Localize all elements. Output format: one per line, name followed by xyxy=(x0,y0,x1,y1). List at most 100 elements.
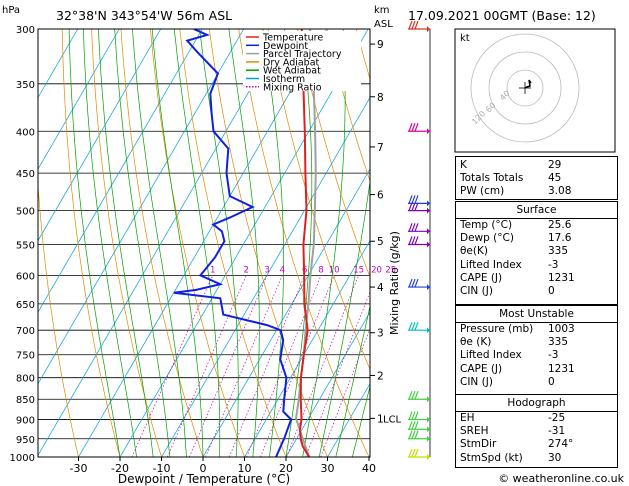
wet-adiabat-line xyxy=(68,29,121,457)
index-label: StmSpd (kt) xyxy=(460,451,523,464)
barb-flag xyxy=(411,448,416,458)
mixing-ratio-axis-title: Mixing Ratio (g/kg) xyxy=(388,231,401,335)
wind-barb xyxy=(408,195,430,207)
barb-flag xyxy=(408,278,413,288)
wind-barb xyxy=(408,20,430,32)
barb-flag xyxy=(408,421,413,430)
barb-flag xyxy=(408,411,413,420)
barb-flag xyxy=(411,421,416,430)
pressure-tick-label: 900 xyxy=(16,416,35,427)
barb-tip xyxy=(427,26,430,32)
barb-flag xyxy=(408,20,413,30)
index-label: CAPE (J) xyxy=(460,362,503,375)
surface-row: CAPE (J) 1231 xyxy=(460,272,613,285)
barb-tip xyxy=(427,327,430,334)
x-tick-label: 0 xyxy=(200,462,207,475)
barb-flag xyxy=(414,123,419,132)
legend-label: Isotherm xyxy=(263,74,305,85)
index-label: K xyxy=(460,159,467,171)
hodograph-box: Hodograph EH -25 SREH -31 StmDir 274° StmSpd (k… xyxy=(455,394,618,468)
index-value: 30 xyxy=(548,451,562,464)
pressure-tick-label: 500 xyxy=(16,207,35,218)
hodograph-trace xyxy=(524,79,532,89)
hodograph-ring xyxy=(470,33,580,143)
surface-row: Temp (°C) 25.6 xyxy=(460,219,613,232)
surface-row: θe(K) 335 xyxy=(460,245,613,258)
index-value: 1231 xyxy=(548,271,575,284)
legend-bg xyxy=(243,31,361,91)
isotherm-line xyxy=(161,96,370,457)
mixing-ratio-line xyxy=(320,327,370,457)
x-tick-label: -10 xyxy=(153,462,171,475)
km-tick-label: 7 xyxy=(377,142,384,154)
x-tick-label: 20 xyxy=(279,462,293,475)
barb-flag xyxy=(411,123,416,132)
x-tick-label: 30 xyxy=(321,462,335,475)
barb-tip xyxy=(427,396,430,403)
index-value: 1231 xyxy=(548,362,575,375)
legend-label: Parcel Trajectory xyxy=(263,49,342,60)
pressure-tick-label: 1000 xyxy=(10,453,35,464)
most-unstable-row: Lifted Index -3 xyxy=(460,349,613,362)
pressure-tick-label: 850 xyxy=(16,395,35,406)
pressure-tick-label: 450 xyxy=(16,169,35,180)
index-label: Lifted Index xyxy=(460,349,522,362)
barb-flag xyxy=(414,391,419,400)
top-index-row: PW (cm) 3.08 xyxy=(460,185,613,198)
mixing-ratio-label: 10 xyxy=(329,265,340,275)
wet-adiabat-line xyxy=(83,29,137,457)
wind-barb xyxy=(408,430,430,442)
hodograph-unit: kt xyxy=(460,33,470,44)
index-value: 0 xyxy=(548,285,555,297)
pressure-tick-label: 650 xyxy=(16,300,35,311)
km-tick-label: 9 xyxy=(377,39,384,51)
barb-flag xyxy=(411,195,416,204)
mixing-ratio-line xyxy=(167,275,247,457)
index-label: CIN (J) xyxy=(460,375,493,388)
dry-adiabat-line xyxy=(208,29,328,457)
legend-label: Mixing Ratio xyxy=(263,82,322,93)
pressure-tick-label: 400 xyxy=(16,127,35,138)
index-value: 335 xyxy=(548,336,569,349)
barb-flag xyxy=(411,321,416,331)
pressure-tick-label: 300 xyxy=(16,25,35,36)
mixing-ratio-line xyxy=(286,275,359,457)
wind-barb xyxy=(408,202,430,214)
barb-tip xyxy=(427,426,430,433)
barb-tip xyxy=(427,416,430,423)
wet-adiabat-line xyxy=(199,29,239,457)
barb-flag xyxy=(411,430,416,439)
barb-tip xyxy=(427,284,430,291)
dry-adiabat-line xyxy=(150,29,245,457)
mixing-ratio-line xyxy=(205,275,283,457)
barb-flag xyxy=(414,195,419,204)
mixing-ratio-label: 25 xyxy=(385,265,396,275)
isotherm-line xyxy=(38,29,79,99)
isotherm-line xyxy=(38,29,120,170)
pressure-tick-label: 700 xyxy=(16,326,35,337)
dry-adiabat-line xyxy=(297,29,370,279)
barb-flag xyxy=(411,236,416,245)
mixing-ratio-line xyxy=(131,275,214,457)
barb-flag xyxy=(408,321,413,331)
dry-adiabat-line xyxy=(179,29,287,457)
barb-flag xyxy=(414,448,419,458)
index-value: 335 xyxy=(548,245,569,258)
index-value: 1003 xyxy=(548,323,575,335)
barb-tip xyxy=(427,128,430,135)
pressure-tick-label: 800 xyxy=(16,374,35,385)
footer-credit: © weatheronline.co.uk xyxy=(498,472,624,485)
index-label: Dewp (°C) xyxy=(460,232,514,245)
isotherm-line xyxy=(285,311,370,457)
hodograph-index-row: StmDir 274° xyxy=(460,438,613,451)
barb-flag xyxy=(408,448,413,458)
dry-adiabat-line xyxy=(91,29,162,457)
wind-barb xyxy=(408,236,430,248)
barb-flag xyxy=(411,223,416,232)
hpa-label: hPa xyxy=(2,5,20,16)
top-index-row: Totals Totals 45 xyxy=(460,172,613,185)
wind-barb xyxy=(408,411,430,423)
divider xyxy=(456,411,617,412)
km-tick-label: 4 xyxy=(377,282,384,294)
